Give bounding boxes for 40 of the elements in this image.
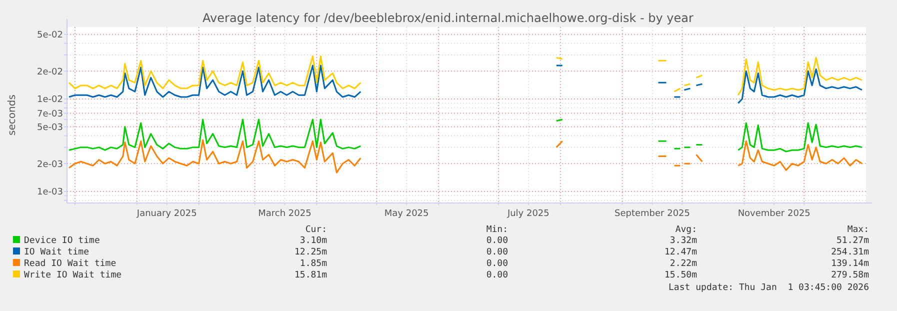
x-tick-label: January 2025 xyxy=(136,209,197,219)
text: 1.85m xyxy=(300,259,327,269)
y-axis-title: seconds xyxy=(7,94,18,136)
legend-label: Read IO Wait time xyxy=(24,259,116,269)
text: 12.47m xyxy=(664,248,697,258)
legend-label: Write IO Wait time xyxy=(24,270,122,280)
text: 3.32m xyxy=(670,236,697,246)
text: 51.27m xyxy=(836,236,869,246)
text: 0.00 xyxy=(486,270,508,280)
y-tick-label: 2e-02 xyxy=(37,67,63,78)
text: 12.25m xyxy=(294,248,327,258)
text: 0.00 xyxy=(486,236,508,246)
y-tick-label: 2e-03 xyxy=(37,160,63,170)
x-tick-label: November 2025 xyxy=(738,209,810,219)
text: Max: xyxy=(847,225,869,235)
chart-title: Average latency for /dev/beeblebrox/enid.internal.michaelhowe.org-disk - by year xyxy=(202,11,694,25)
text: 0.00 xyxy=(486,259,508,269)
text: 0.00 xyxy=(486,248,508,258)
y-tick-label: 1e-02 xyxy=(37,95,63,106)
y-tick-label: 1e-03 xyxy=(37,188,63,198)
text: 279.58m xyxy=(831,270,869,280)
text: Avg: xyxy=(675,225,697,235)
x-tick-label: May 2025 xyxy=(384,209,429,219)
x-tick-label: March 2025 xyxy=(258,209,312,219)
text: 15.81m xyxy=(294,270,327,280)
legend-label: Device IO time xyxy=(24,236,100,246)
text: 15.50m xyxy=(664,270,697,280)
legend-label: IO Wait time xyxy=(24,248,90,258)
y-tick-label: 5e-02 xyxy=(37,30,63,40)
text: 139.14m xyxy=(831,259,869,269)
text: 254.31m xyxy=(831,248,869,258)
text: Cur: xyxy=(305,225,327,235)
text: Min: xyxy=(486,225,508,235)
x-tick-label: July 2025 xyxy=(506,209,550,219)
text: 2.22m xyxy=(670,259,697,269)
x-tick-label: September 2025 xyxy=(614,209,690,219)
y-tick-label: 5e-03 xyxy=(37,122,63,133)
text: 3.10m xyxy=(300,236,327,246)
y-tick-label: 7e-03 xyxy=(37,109,63,120)
text: Last update: Thu Jan 1 03:45:00 2026 xyxy=(668,283,869,293)
